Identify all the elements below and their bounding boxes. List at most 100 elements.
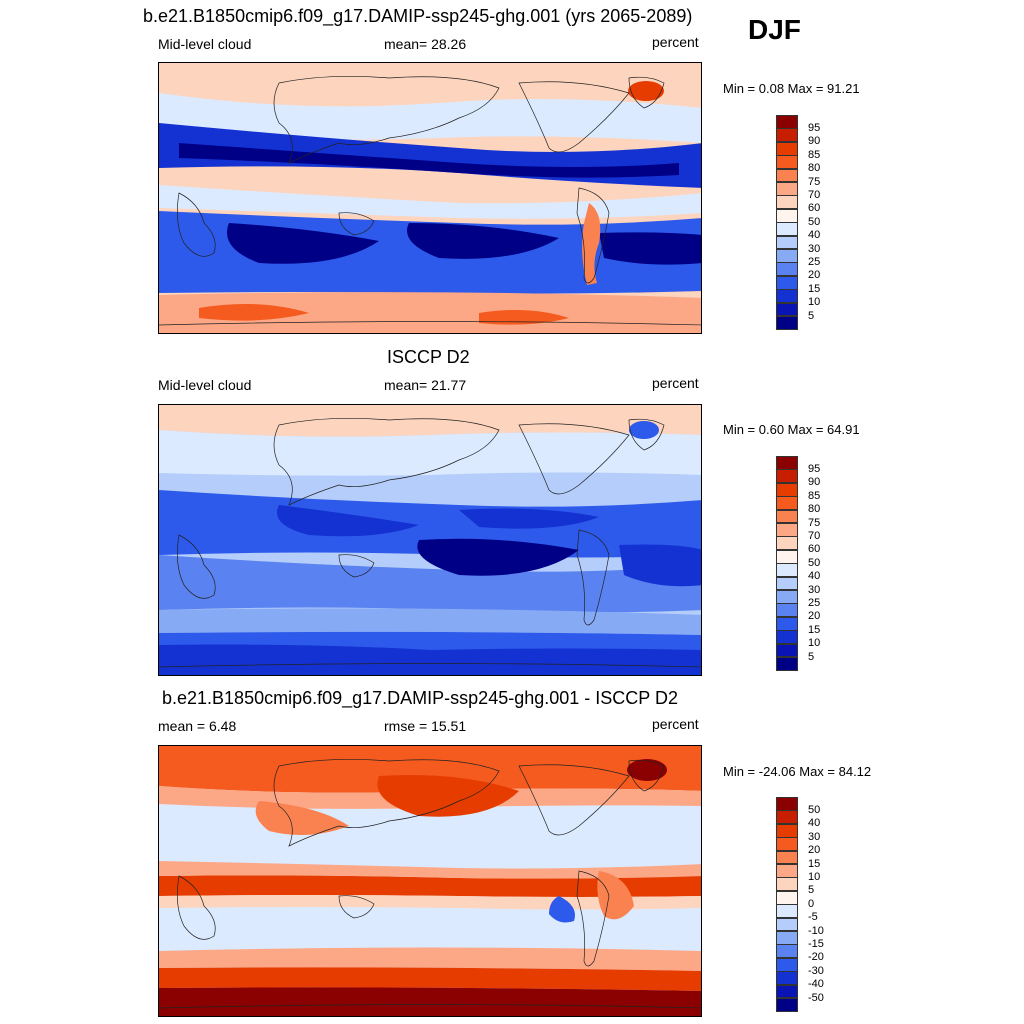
panel-3-mean-label: mean = 6.48 xyxy=(158,718,237,734)
colorbar-swatch xyxy=(776,182,798,196)
colorbar-swatch xyxy=(776,222,798,237)
panel-2-mean-label: mean= 21.77 xyxy=(384,377,467,393)
colorbar-swatch xyxy=(776,850,798,865)
colorbar-swatch xyxy=(776,957,798,972)
colorbar-tick-label: -30 xyxy=(808,964,824,977)
colorbar-tick-label: 40 xyxy=(808,570,821,583)
colorbar-tick-label: 5 xyxy=(808,884,815,897)
colorbar-swatch xyxy=(776,469,798,484)
colorbar-tick-label: 85 xyxy=(808,489,821,502)
colorbar-swatch xyxy=(776,657,798,671)
colorbar-tick-label: 30 xyxy=(808,242,821,255)
colorbar-tick-label: 80 xyxy=(808,503,821,516)
colorbar-tick-label: 20 xyxy=(808,844,821,857)
colorbar-swatch xyxy=(776,195,798,210)
colorbar-tick-label: 95 xyxy=(808,462,821,475)
colorbar-swatch xyxy=(776,630,798,645)
colorbar-swatch xyxy=(776,890,798,905)
colorbar-tick-label: -10 xyxy=(808,924,824,937)
colorbar-tick-label: 90 xyxy=(808,135,821,148)
colorbar-swatch xyxy=(776,944,798,959)
colorbar-swatch xyxy=(776,235,798,250)
colorbar-swatch xyxy=(776,456,798,470)
colorbar-tick-label: 10 xyxy=(808,637,821,650)
season-label: DJF xyxy=(748,14,801,45)
colorbar-tick-label: 15 xyxy=(808,857,821,870)
colorbar-tick-label: 20 xyxy=(808,610,821,623)
colorbar-tick-label: 75 xyxy=(808,516,821,529)
colorbar-tick-label: -5 xyxy=(808,911,818,924)
colorbar-tick-label: 50 xyxy=(808,803,821,816)
colorbar-tick-label: 80 xyxy=(808,162,821,175)
colorbar-swatch xyxy=(776,482,798,497)
colorbar-tick-label: 30 xyxy=(808,583,821,596)
colorbar-swatch xyxy=(776,302,798,317)
colorbar-tick-label: -15 xyxy=(808,937,824,950)
panel-3-colorbar: 50 40 30 20 15 10 5 0 -5 -10 -15 -20 -30 -40 -50 xyxy=(776,797,836,1012)
colorbar-tick-label: 85 xyxy=(808,148,821,161)
colorbar-tick-label: 75 xyxy=(808,175,821,188)
colorbar-tick-label: 60 xyxy=(808,543,821,556)
colorbar-tick-label: 0 xyxy=(808,897,815,910)
panel-2-units-label: percent xyxy=(652,375,699,391)
colorbar-swatch xyxy=(776,141,798,156)
colorbar-swatch xyxy=(776,316,798,330)
colorbar-swatch xyxy=(776,496,798,511)
panel-2-title: ISCCP D2 xyxy=(387,347,470,367)
colorbar-swatch xyxy=(776,563,798,578)
colorbar-tick-label: 25 xyxy=(808,596,821,609)
colorbar-tick-label: 60 xyxy=(808,202,821,215)
colorbar-tick-label: 70 xyxy=(808,188,821,201)
panel-2-colorbar: 95 90 85 80 75 70 60 50 40 30 25 20 15 10 5 xyxy=(776,456,836,671)
colorbar-swatch xyxy=(776,877,798,892)
colorbar-tick-label: 5 xyxy=(808,309,815,322)
colorbar-swatch xyxy=(776,643,798,658)
panel-1-units-label: percent xyxy=(652,34,699,50)
colorbar-swatch xyxy=(776,971,798,986)
colorbar-swatch xyxy=(776,249,798,263)
colorbar-tick-label: 15 xyxy=(808,282,821,295)
colorbar-tick-label: 30 xyxy=(808,830,821,843)
panel-1-mean-label: mean= 28.26 xyxy=(384,36,467,52)
panel-3-map xyxy=(158,745,702,1017)
panel-3-rmse-label: rmse = 15.51 xyxy=(384,718,467,734)
colorbar-swatch xyxy=(776,810,798,825)
panel-1-colorbar: 95 90 85 80 75 70 60 50 40 30 25 20 15 10 5 xyxy=(776,115,836,330)
colorbar-tick-label: 10 xyxy=(808,870,821,883)
colorbar-tick-label: 40 xyxy=(808,229,821,242)
colorbar-tick-label: 90 xyxy=(808,476,821,489)
colorbar-swatch xyxy=(776,823,798,838)
colorbar-swatch xyxy=(776,289,798,304)
colorbar-swatch xyxy=(776,616,798,631)
panel-1-title: b.e21.B1850cmip6.f09_g17.DAMIP-ssp245-gh… xyxy=(143,6,693,26)
colorbar-tick-label: 50 xyxy=(808,556,821,569)
colorbar-tick-label: 70 xyxy=(808,529,821,542)
colorbar-swatch xyxy=(776,931,798,945)
colorbar-swatch xyxy=(776,603,798,618)
panel-1-map xyxy=(158,62,702,334)
colorbar-swatch xyxy=(776,523,798,537)
colorbar-tick-label: 25 xyxy=(808,255,821,268)
colorbar-swatch xyxy=(776,904,798,919)
colorbar-tick-label: -20 xyxy=(808,951,824,964)
colorbar-swatch xyxy=(776,864,798,878)
panel-2-minmax: Min = 0.60 Max = 64.91 xyxy=(723,422,860,437)
colorbar-swatch xyxy=(776,275,798,290)
colorbar-tick-label: 20 xyxy=(808,269,821,282)
colorbar-tick-label: 10 xyxy=(808,296,821,309)
panel-3-minmax: Min = -24.06 Max = 84.12 xyxy=(723,764,872,779)
colorbar-swatch xyxy=(776,208,798,223)
colorbar-tick-label: 15 xyxy=(808,623,821,636)
colorbar-swatch xyxy=(776,262,798,277)
colorbar-tick-label: 5 xyxy=(808,650,815,663)
colorbar-swatch xyxy=(776,998,798,1012)
panel-1-minmax: Min = 0.08 Max = 91.21 xyxy=(723,81,860,96)
colorbar-swatch xyxy=(776,168,798,183)
colorbar-swatch xyxy=(776,917,798,932)
colorbar-swatch xyxy=(776,984,798,999)
panel-2-left-label: Mid-level cloud xyxy=(158,377,252,393)
panel-3-units-label: percent xyxy=(652,716,699,732)
colorbar-swatch xyxy=(776,536,798,551)
colorbar-swatch xyxy=(776,155,798,170)
panel-2-map xyxy=(158,404,702,676)
